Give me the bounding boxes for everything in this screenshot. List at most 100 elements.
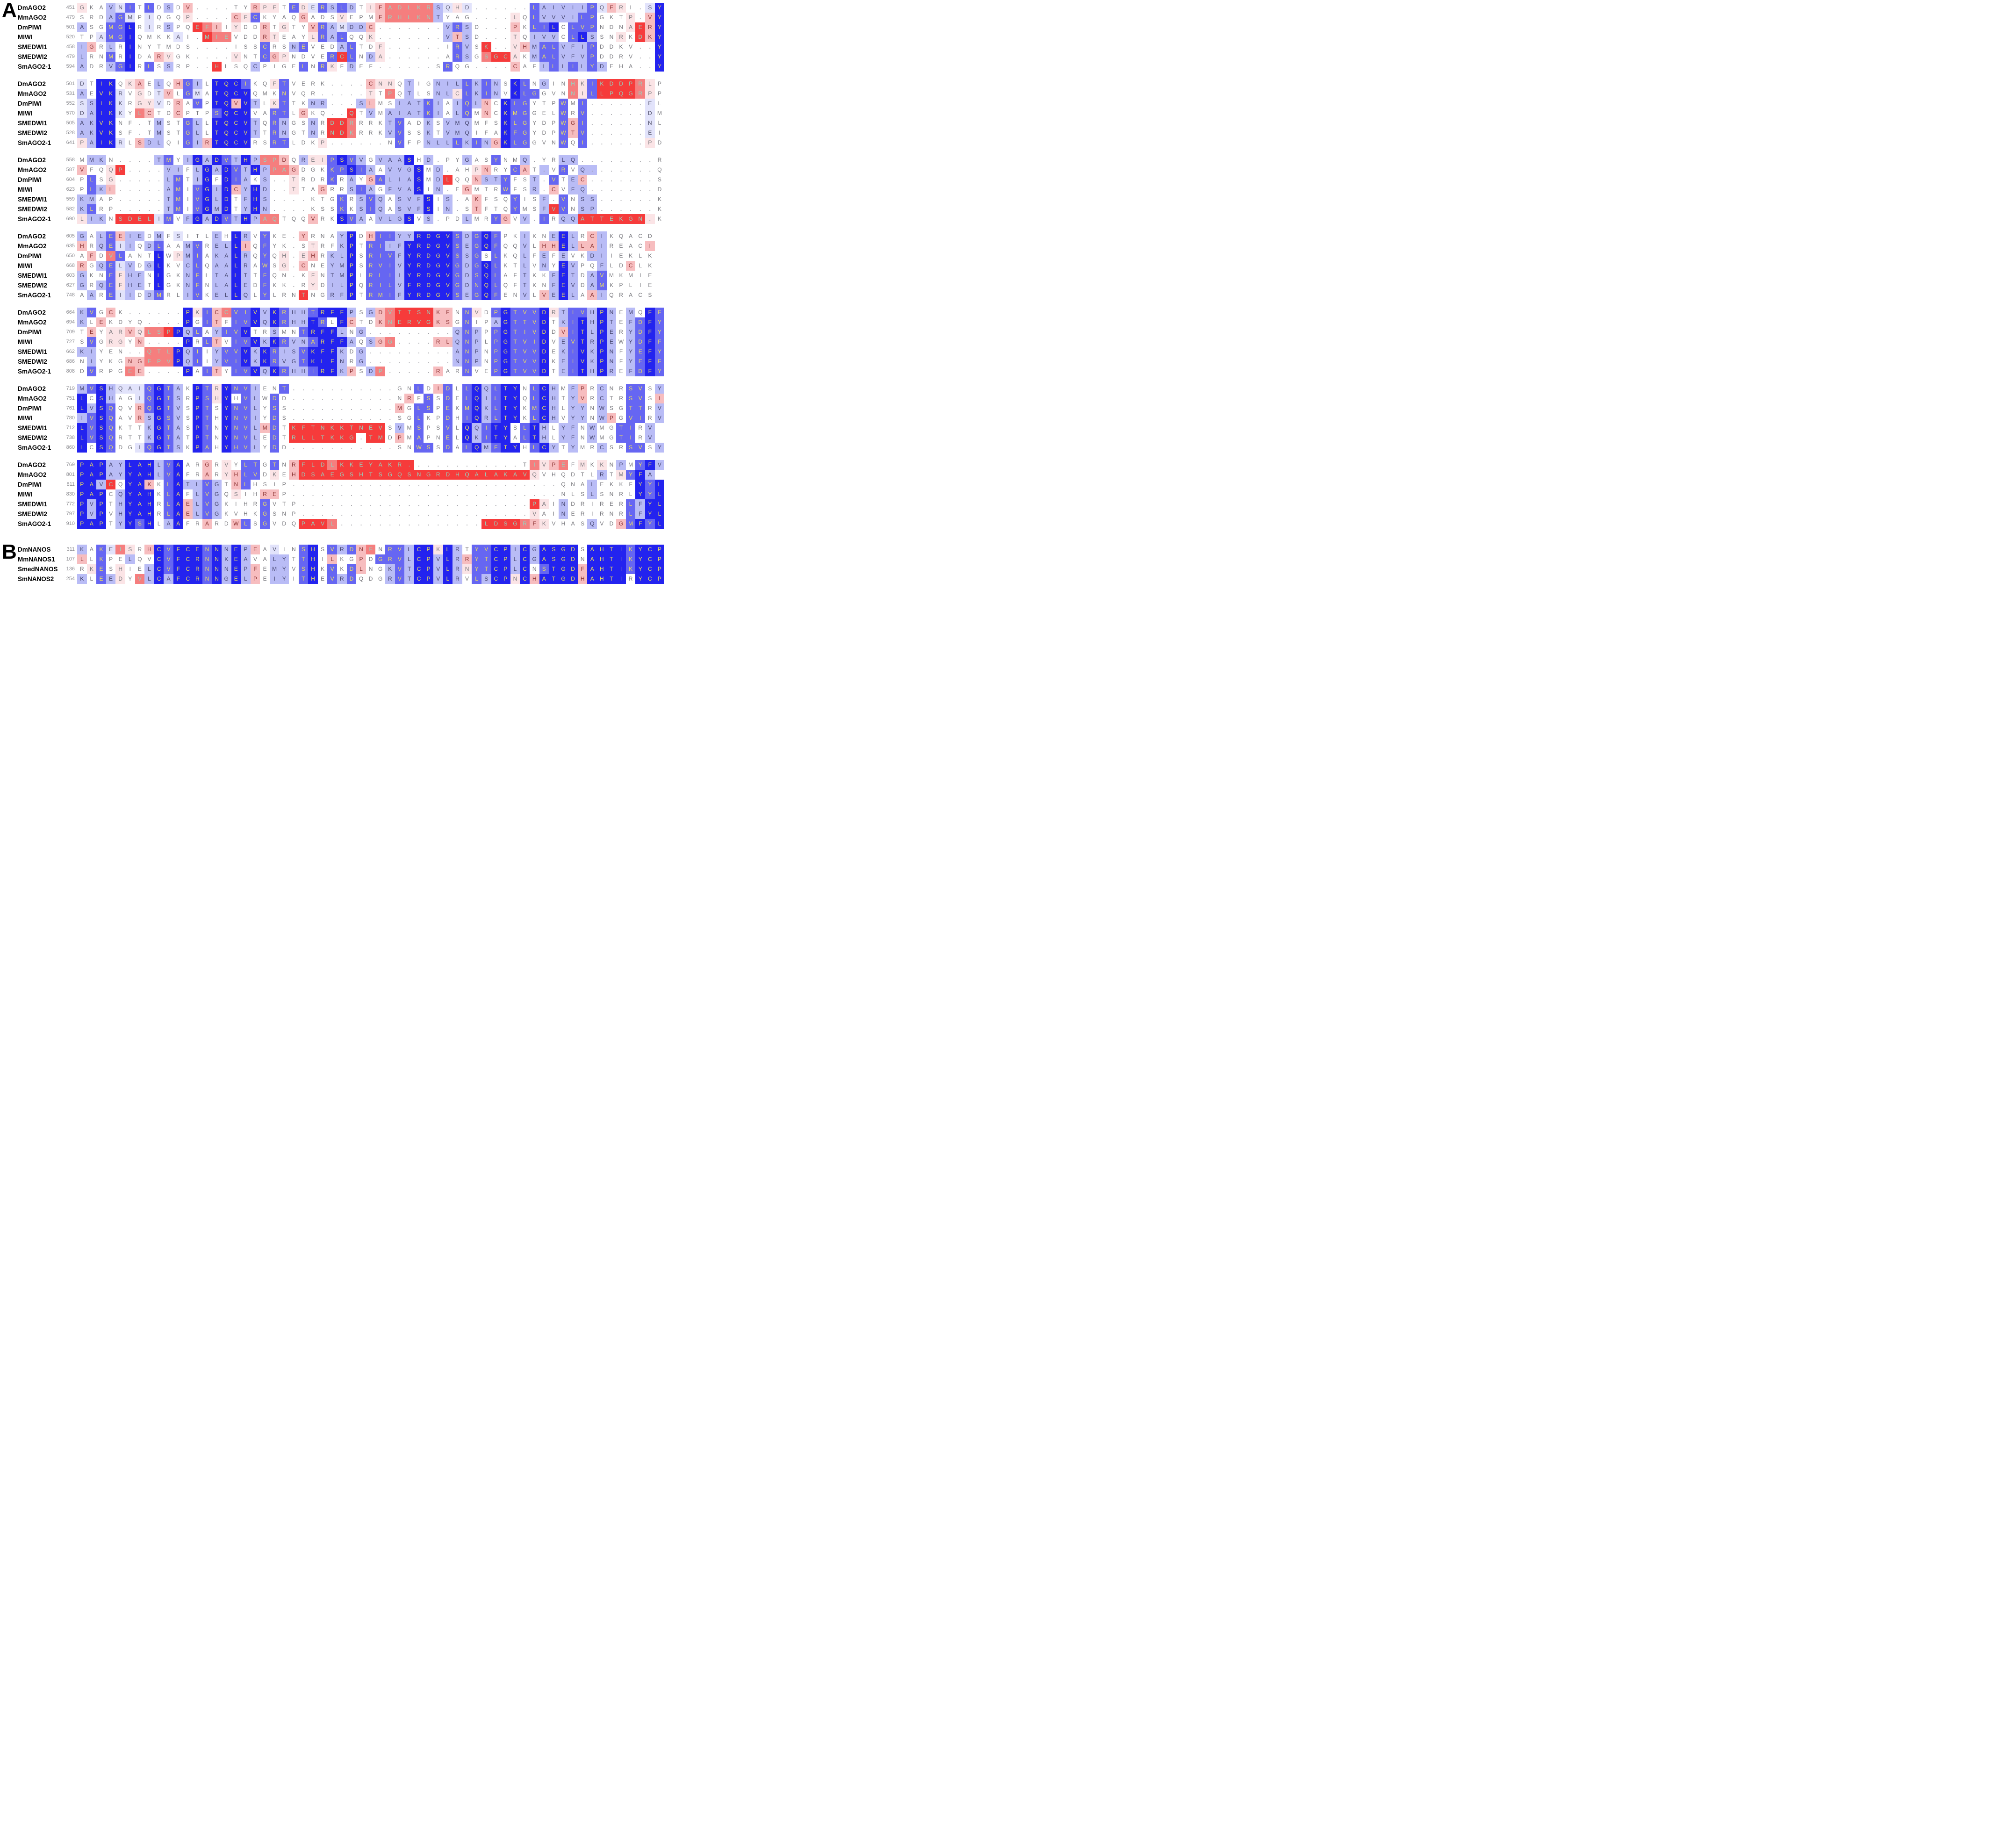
residue-cell: T xyxy=(501,443,510,453)
gap-cell: . xyxy=(510,3,520,13)
residue-cell: A xyxy=(260,545,270,554)
residue-cell: T xyxy=(317,433,328,443)
residue-cell: N xyxy=(462,317,472,327)
gap-cell: . xyxy=(337,443,347,453)
residue-cell: Q xyxy=(144,384,154,394)
residue-cell: T xyxy=(164,384,173,394)
residue-cell: L xyxy=(86,175,97,185)
gap-cell: . xyxy=(366,443,376,453)
gap-cell: . xyxy=(472,509,481,519)
residue-cell: V xyxy=(558,52,568,62)
residue-cell: Y xyxy=(645,480,655,489)
residue-cell: Y xyxy=(654,62,665,72)
gap-cell: . xyxy=(424,499,433,509)
residue-cell: P xyxy=(625,13,636,22)
residue-cell: V xyxy=(510,42,520,52)
residue-cell: K xyxy=(625,251,636,261)
residue-cell: G xyxy=(154,394,164,403)
residue-cell: A xyxy=(385,194,395,204)
residue-cell: Q xyxy=(115,79,125,89)
residue-cell: F xyxy=(481,204,491,214)
residue-cell: E xyxy=(549,347,559,357)
gap-cell: . xyxy=(597,128,607,138)
residue-cell: M xyxy=(173,204,183,214)
residue-cell: L xyxy=(385,214,395,224)
residue-cell: S xyxy=(269,403,280,413)
residue-cell: V xyxy=(549,13,559,22)
residue-cell: E xyxy=(86,89,97,99)
residue-cell: Q xyxy=(453,175,462,185)
residue-cell: L xyxy=(86,554,97,564)
residue-cell: F xyxy=(539,194,549,204)
residue-cell: L xyxy=(193,480,202,489)
residue-cell: K xyxy=(279,241,289,251)
residue-cell: P xyxy=(645,138,655,148)
gap-cell: . xyxy=(597,108,607,118)
residue-cell: Y xyxy=(501,165,510,175)
residue-cell: E xyxy=(106,271,116,280)
residue-cell: V xyxy=(241,138,251,148)
residue-cell: C xyxy=(520,545,530,554)
residue-cell: D xyxy=(241,22,251,32)
gap-cell: . xyxy=(356,509,366,519)
residue-cell: T xyxy=(491,433,501,443)
residue-cell: C xyxy=(491,99,501,108)
residue-cell: Q xyxy=(260,118,270,128)
residue-cell: P xyxy=(597,327,607,337)
gap-cell: . xyxy=(549,480,559,489)
residue-cell: M xyxy=(164,155,173,165)
residue-cell: Y xyxy=(241,3,251,13)
residue-cell: K xyxy=(260,13,270,22)
residue-cell: W xyxy=(587,423,597,433)
residue-cell: V xyxy=(375,423,385,433)
residue-cell: V xyxy=(577,52,588,62)
residue-cell: L xyxy=(491,384,501,394)
residue-cell: S xyxy=(260,155,270,165)
residue-cell: L xyxy=(443,337,453,347)
residue-cell: T xyxy=(231,194,241,204)
residue-cell: P xyxy=(183,108,193,118)
residue-cell: T xyxy=(481,554,491,564)
gap-cell: . xyxy=(135,194,145,204)
residue-cell: Q xyxy=(481,384,491,394)
residue-cell: L xyxy=(221,62,231,72)
residue-cell: M xyxy=(453,118,462,128)
residue-cell: L xyxy=(106,42,116,52)
residue-cell: A xyxy=(375,165,385,175)
gap-cell: . xyxy=(501,62,510,72)
residue-cell: P xyxy=(260,62,270,72)
residue-cell: M xyxy=(577,443,588,453)
residue-cell: R xyxy=(616,489,626,499)
sequence-label: DmPIWI xyxy=(18,100,42,107)
residue-cell: S xyxy=(164,413,173,423)
gap-cell: . xyxy=(289,443,299,453)
residue-cell: A xyxy=(135,489,145,499)
residue-cell: K xyxy=(269,317,280,327)
residue-cell: G xyxy=(597,13,607,22)
residue-cell: S xyxy=(529,204,539,214)
residue-cell: T xyxy=(510,261,520,271)
residue-cell: A xyxy=(260,554,270,564)
residue-cell: I xyxy=(86,347,97,357)
residue-cell: I xyxy=(597,290,607,300)
residue-cell: N xyxy=(395,394,405,403)
residue-cell: A xyxy=(86,480,97,489)
residue-cell: I xyxy=(453,99,462,108)
residue-cell: M xyxy=(366,13,376,22)
residue-cell: L xyxy=(587,480,597,489)
gap-cell: . xyxy=(346,509,357,519)
residue-cell: E xyxy=(183,509,193,519)
residue-cell: G xyxy=(433,241,443,251)
residue-cell: L xyxy=(385,280,395,290)
residue-cell: K xyxy=(606,280,617,290)
gap-cell: . xyxy=(606,108,617,118)
residue-cell: V xyxy=(96,480,106,489)
residue-cell: A xyxy=(202,443,212,453)
residue-cell: A xyxy=(250,261,260,271)
residue-cell: G xyxy=(260,499,270,509)
gap-cell: . xyxy=(269,175,280,185)
residue-cell: Y xyxy=(453,155,462,165)
residue-cell: C xyxy=(587,231,597,241)
residue-cell: E xyxy=(193,545,202,554)
